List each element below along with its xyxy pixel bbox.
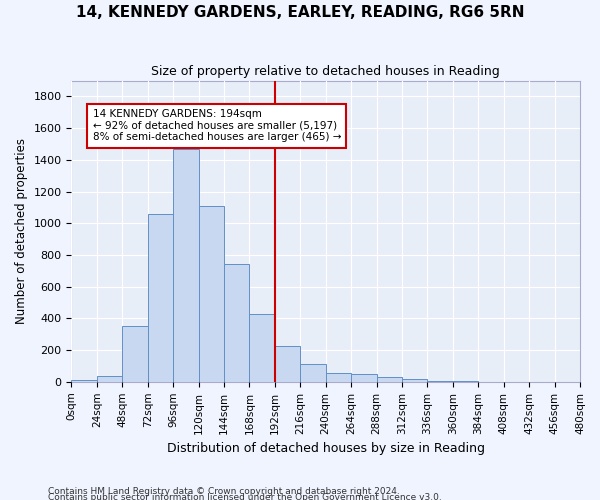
Bar	[402, 378, 427, 382]
Bar	[173, 148, 199, 382]
Bar	[351, 374, 377, 382]
Bar	[300, 364, 326, 382]
Bar	[250, 314, 275, 382]
Bar	[122, 326, 148, 382]
Text: Contains public sector information licensed under the Open Government Licence v3: Contains public sector information licen…	[48, 492, 442, 500]
Bar	[97, 376, 122, 382]
Title: Size of property relative to detached houses in Reading: Size of property relative to detached ho…	[151, 65, 500, 78]
X-axis label: Distribution of detached houses by size in Reading: Distribution of detached houses by size …	[167, 442, 485, 455]
Text: Contains HM Land Registry data © Crown copyright and database right 2024.: Contains HM Land Registry data © Crown c…	[48, 486, 400, 496]
Bar	[453, 381, 478, 382]
Bar	[71, 380, 97, 382]
Text: 14 KENNEDY GARDENS: 194sqm
← 92% of detached houses are smaller (5,197)
8% of se: 14 KENNEDY GARDENS: 194sqm ← 92% of deta…	[92, 109, 341, 142]
Bar	[377, 377, 402, 382]
Bar	[224, 264, 250, 382]
Text: 14, KENNEDY GARDENS, EARLEY, READING, RG6 5RN: 14, KENNEDY GARDENS, EARLEY, READING, RG…	[76, 5, 524, 20]
Y-axis label: Number of detached properties: Number of detached properties	[15, 138, 28, 324]
Bar	[427, 381, 453, 382]
Bar	[275, 346, 300, 382]
Bar	[199, 206, 224, 382]
Bar	[326, 373, 351, 382]
Bar	[148, 214, 173, 382]
